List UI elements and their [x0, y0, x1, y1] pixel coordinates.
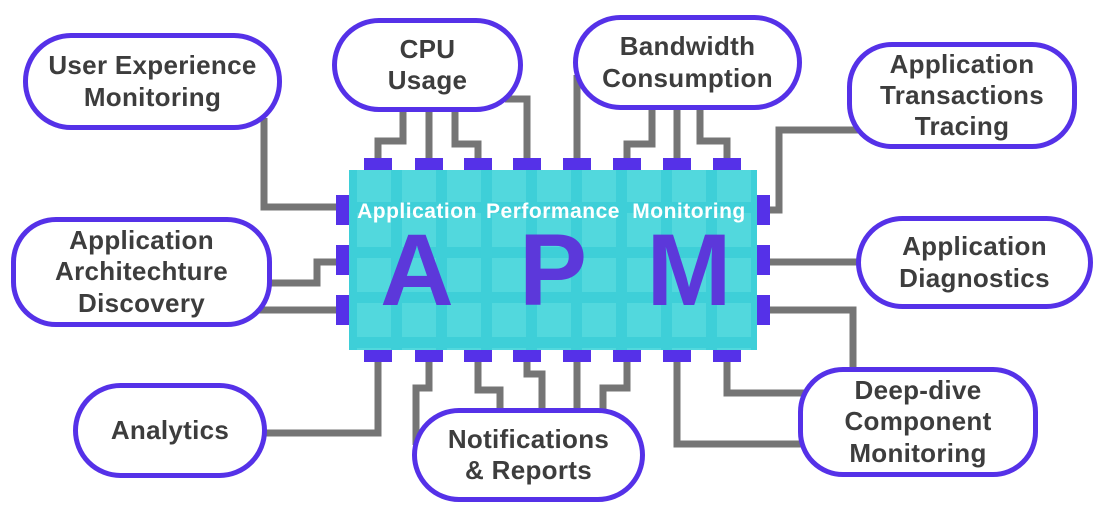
chip-pin: [415, 158, 443, 171]
node-label: Application: [902, 231, 1047, 262]
chip-pin: [415, 349, 443, 362]
connector: [623, 105, 656, 165]
chip-letter: M: [646, 213, 732, 327]
connector: [266, 258, 345, 287]
chip-pin: [663, 158, 691, 171]
chip-pin: [513, 349, 541, 362]
chip-pin: [756, 245, 770, 275]
chip-pin: [756, 295, 770, 325]
connector: [760, 126, 860, 214]
apm-chip: Application A Performance P Monitoring M: [349, 170, 757, 350]
node-notifications-reports: Notifications & Reports: [412, 408, 645, 502]
node-label: CPU: [399, 33, 456, 64]
connector: [451, 106, 482, 165]
node-application-diagnostics: Application Diagnostics: [856, 216, 1093, 309]
node-label: Discovery: [78, 287, 205, 318]
node-label: & Reports: [465, 455, 592, 485]
chip-pin: [364, 158, 392, 171]
node-label: Application: [889, 48, 1035, 79]
node-label: Consumption: [602, 62, 773, 93]
chip-pin: [464, 158, 492, 171]
node-label: Usage: [387, 65, 468, 95]
chip-word: Application: [357, 200, 477, 223]
chip-column-performance: Performance P: [486, 170, 621, 350]
node-label: User Experience: [48, 50, 257, 81]
chip-letter: A: [380, 213, 454, 327]
chip-pin: [613, 158, 641, 171]
chip-pin: [513, 158, 541, 171]
node-label: Monitoring: [83, 81, 222, 112]
chip-pin: [756, 195, 770, 225]
node-label: Application: [69, 225, 214, 256]
connector: [760, 306, 857, 374]
chip-pin: [613, 349, 641, 362]
node-label: Bandwidth: [619, 31, 756, 62]
chip-pin: [713, 158, 741, 171]
node-label: Deep-dive: [854, 375, 982, 406]
connector: [599, 356, 631, 414]
node-label: Tracing: [914, 111, 1010, 142]
node-application-transactions-tracing: Application Transactions Tracing: [847, 42, 1077, 149]
connector: [474, 356, 504, 414]
chip-pin: [563, 158, 591, 171]
chip-column-application: Application A: [350, 170, 485, 350]
connector: [696, 105, 731, 165]
connector: [723, 356, 808, 397]
chip-pin: [336, 195, 350, 225]
connector: [523, 356, 546, 414]
node-label: Notifications: [447, 423, 610, 454]
node-label: Diagnostics: [899, 262, 1050, 293]
chip-pin: [464, 349, 492, 362]
chip-pin: [713, 349, 741, 362]
node-label: Component: [844, 406, 992, 437]
node-user-experience-monitoring: User Experience Monitoring: [23, 33, 282, 130]
node-label: Monitoring: [849, 437, 987, 468]
chip-column-monitoring: Monitoring M: [622, 170, 757, 350]
chip-pin: [563, 349, 591, 362]
chip-word: Performance: [486, 200, 620, 223]
connectors: [258, 75, 862, 448]
connector: [260, 118, 345, 211]
connector: [374, 106, 407, 165]
chip-word: Monitoring: [632, 200, 746, 223]
node-label: Transactions: [880, 79, 1044, 110]
connector: [673, 356, 806, 448]
node-analytics: Analytics: [73, 383, 267, 478]
chip-letter: P: [518, 213, 588, 327]
node-label: Architechture: [55, 256, 228, 287]
connector: [412, 356, 433, 445]
node-bandwidth-consumption: Bandwidth Consumption: [573, 15, 802, 110]
chip-pin: [336, 295, 350, 325]
chip-pin: [663, 349, 691, 362]
chip-pin: [336, 245, 350, 275]
connector: [505, 95, 531, 165]
node-cpu-usage: CPU Usage: [332, 18, 523, 112]
node-application-architechture-discovery: Application Architechture Discovery: [11, 217, 272, 327]
chip-pin: [364, 349, 392, 362]
node-deep-dive-component-monitoring: Deep-dive Component Monitoring: [798, 367, 1038, 477]
connector: [262, 356, 382, 437]
chip-pins: [336, 158, 770, 362]
node-label: Analytics: [110, 414, 230, 445]
